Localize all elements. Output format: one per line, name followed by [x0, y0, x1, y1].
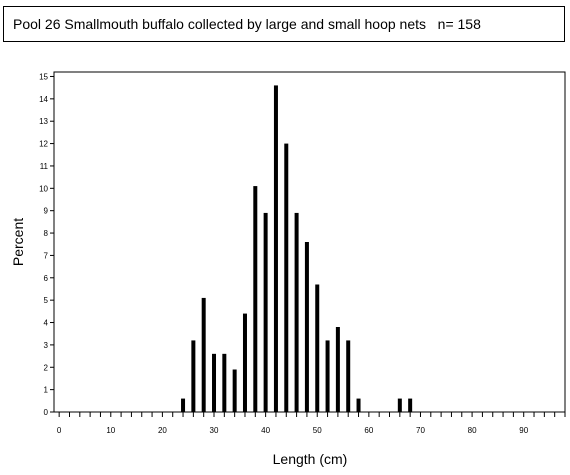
y-tick-label: 3: [44, 341, 49, 350]
bar: [201, 297, 206, 412]
bar: [284, 143, 289, 412]
bar: [315, 284, 320, 412]
y-tick-label: 13: [39, 117, 48, 126]
x-tick-label: 20: [158, 426, 167, 435]
bar: [408, 398, 413, 412]
x-tick-label: 70: [416, 426, 425, 435]
y-tick-label: 7: [44, 251, 49, 260]
y-axis-title: Percent: [10, 218, 26, 266]
bar: [181, 398, 186, 412]
bar: [222, 353, 227, 412]
bar-series: [181, 85, 413, 412]
x-axis-title: Length (cm): [273, 451, 348, 467]
y-tick-label: 12: [39, 140, 48, 149]
x-tick-label: 10: [106, 426, 115, 435]
bar: [397, 398, 402, 412]
bar: [242, 313, 247, 412]
y-tick-label: 9: [44, 207, 49, 216]
x-tick-label: 60: [364, 426, 373, 435]
bar: [356, 398, 361, 412]
x-tick-label: 40: [261, 426, 270, 435]
bar: [232, 369, 237, 412]
plot-frame: [53, 71, 566, 413]
y-tick-label: 10: [39, 184, 48, 193]
chart-title-box: Pool 26 Smallmouth buffalo collected by …: [3, 6, 565, 42]
x-tick-label: 90: [519, 426, 528, 435]
bar: [294, 212, 299, 412]
y-tick-label: 1: [44, 386, 49, 395]
x-tick-label: 80: [468, 426, 477, 435]
y-tick-label: 0: [44, 408, 49, 417]
x-axis: 0 10 20 30 40 50 60 70 80 90: [57, 412, 566, 435]
bar: [325, 340, 330, 412]
bar: [273, 85, 278, 412]
y-tick-label: 4: [44, 319, 49, 328]
y-tick-label: 2: [44, 363, 49, 372]
bar: [346, 340, 351, 412]
bar: [335, 327, 340, 412]
bar: [191, 340, 196, 412]
y-tick-label: 11: [40, 162, 49, 171]
bar: [304, 242, 309, 412]
y-tick-label: 8: [44, 229, 49, 238]
bar: [263, 212, 268, 412]
y-tick-label: 14: [39, 95, 48, 104]
y-tick-label: 5: [44, 296, 49, 305]
x-tick-label: 0: [57, 426, 62, 435]
chart-title: Pool 26 Smallmouth buffalo collected by …: [13, 16, 481, 32]
bar: [212, 353, 217, 412]
x-tick-label: 50: [313, 426, 322, 435]
y-tick-label: 15: [39, 72, 48, 81]
bar: [253, 186, 258, 412]
y-tick-label: 6: [44, 274, 49, 283]
x-tick-label: 30: [210, 426, 219, 435]
